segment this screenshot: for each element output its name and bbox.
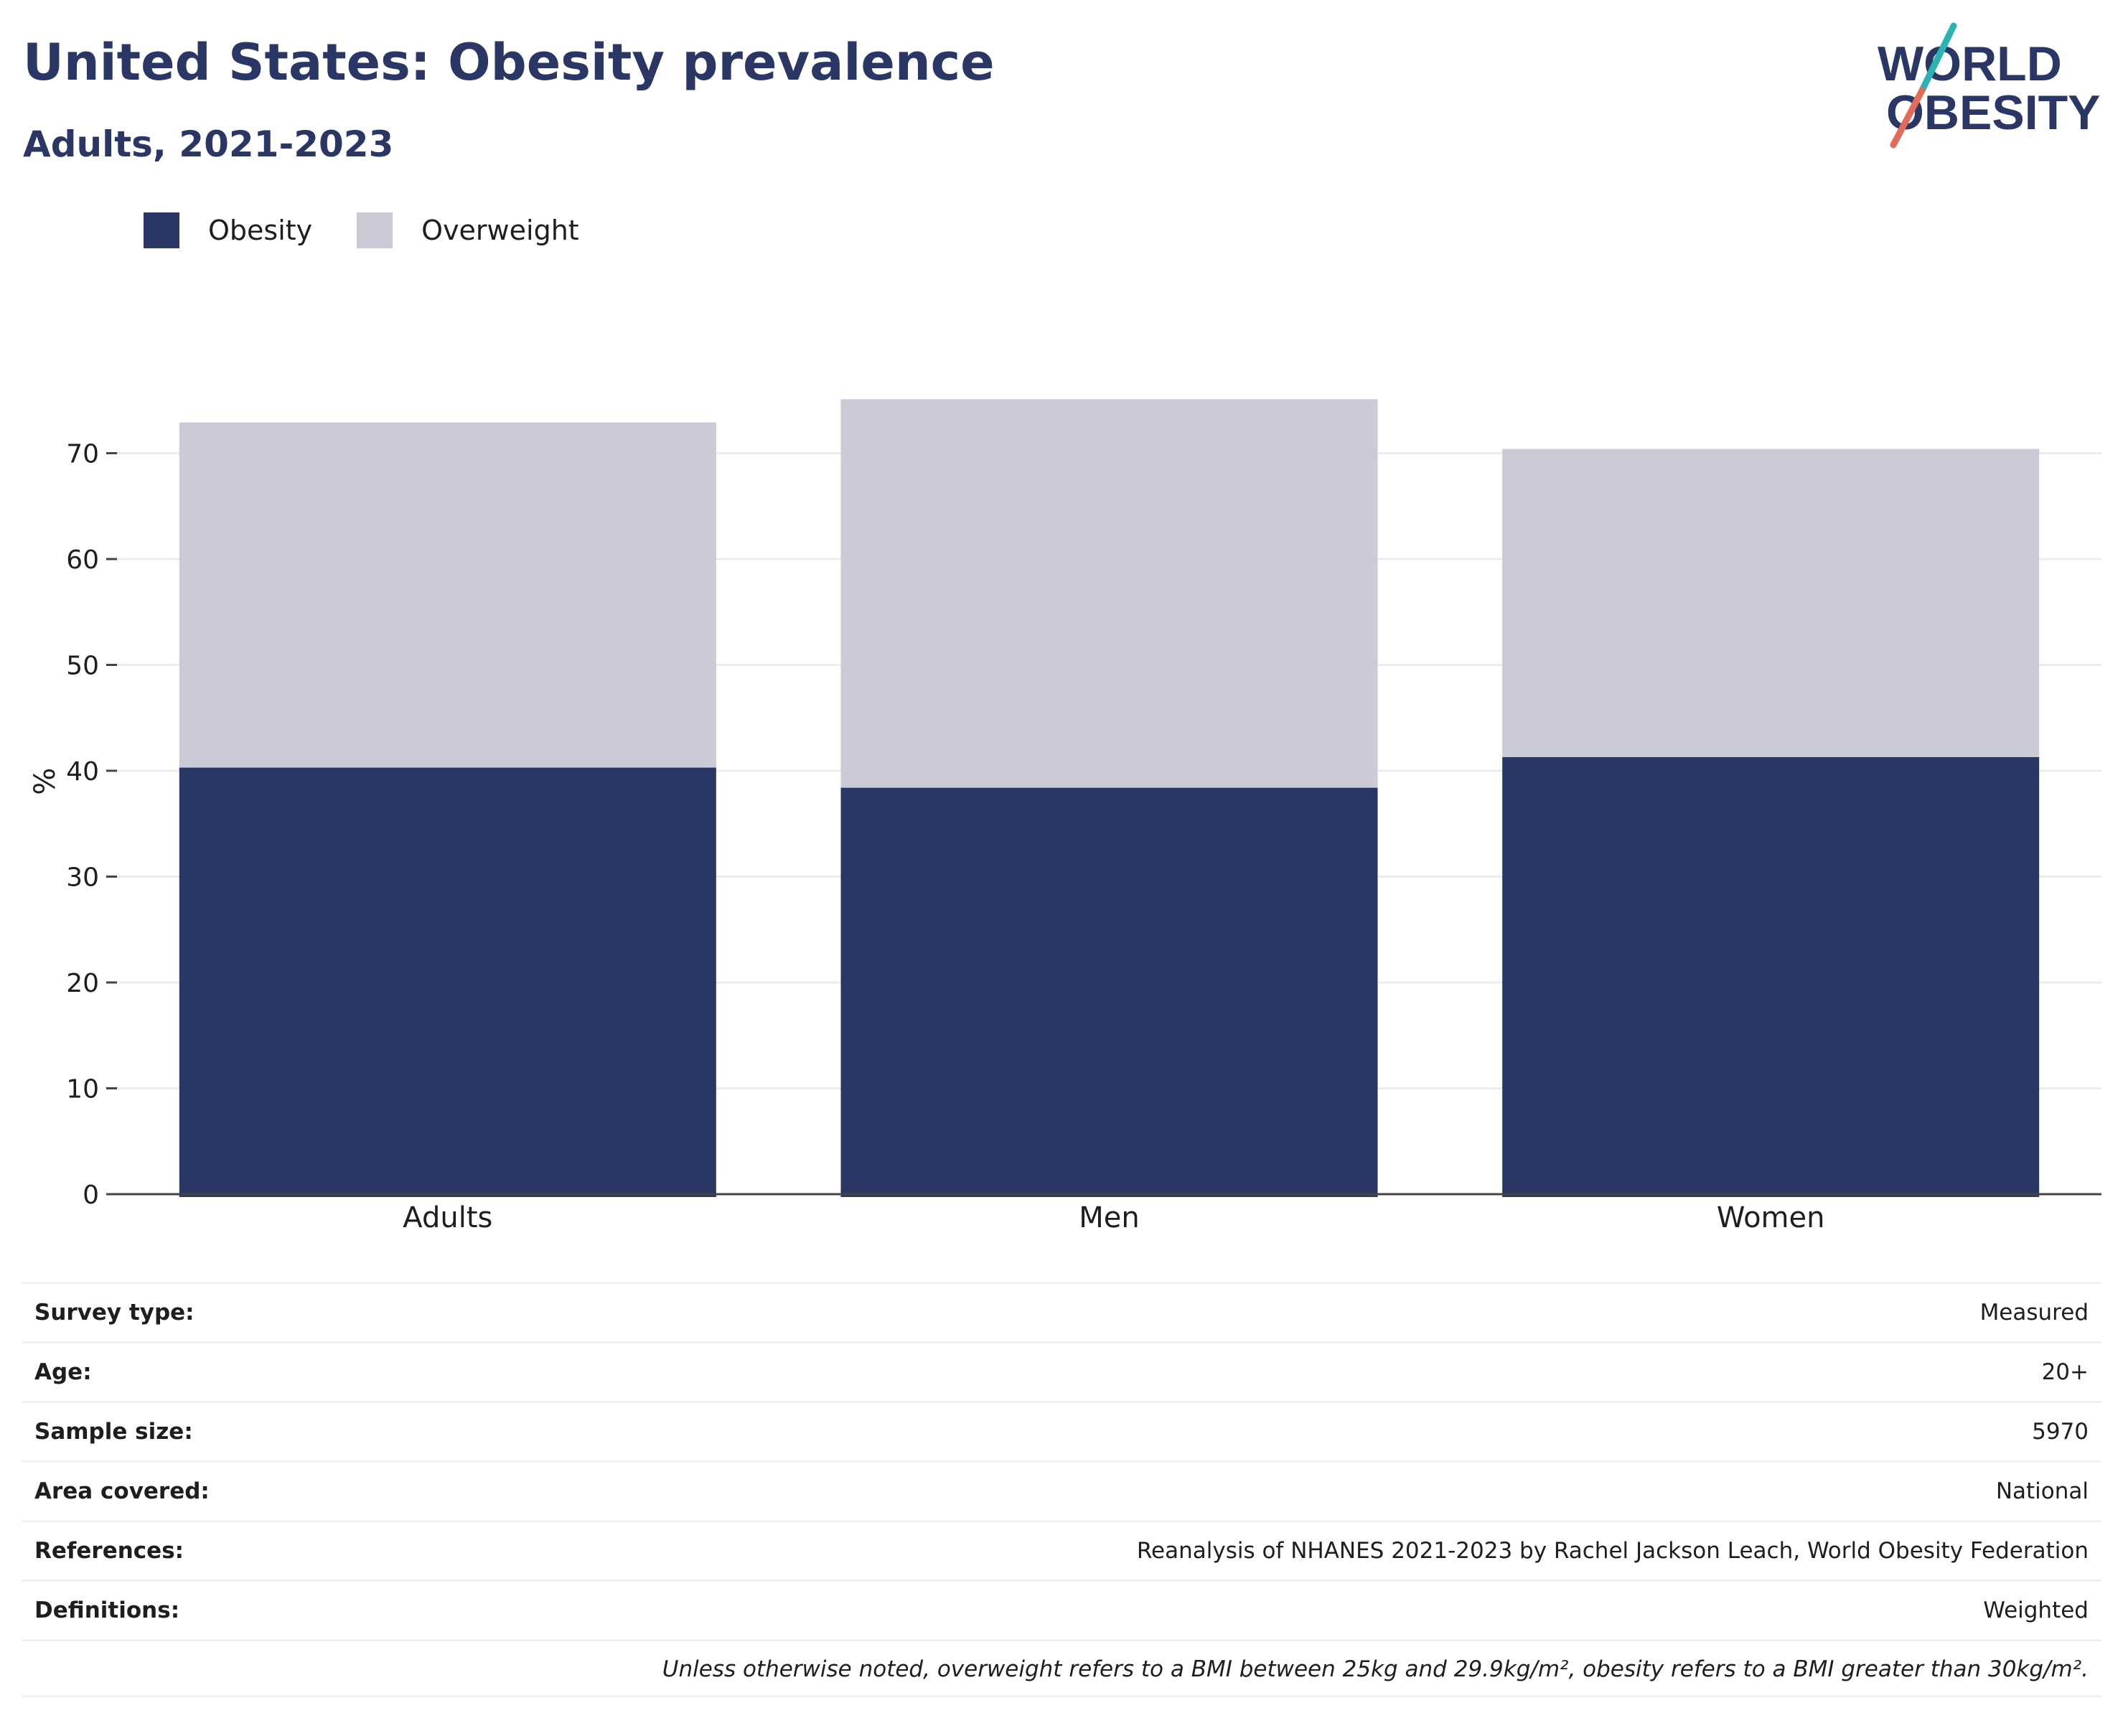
y-tick-label: 50 (66, 652, 99, 681)
x-tick-label: Men (1079, 1201, 1139, 1234)
y-axis-label: % (29, 768, 62, 795)
bar-overweight-men (840, 399, 1378, 788)
info-row-age: Age: 20+ (22, 1341, 2101, 1402)
info-label: Definitions: (22, 1580, 376, 1641)
logo-slash-teal (1918, 22, 1957, 94)
x-tick-label: Women (1717, 1201, 1825, 1234)
world-obesity-logo: WORLD OBESITY (1878, 22, 2101, 149)
info-label: Sample size: (22, 1401, 376, 1462)
chart-subtitle: Adults, 2021-2023 (23, 123, 394, 165)
info-row-sample-size: Sample size: 5970 (22, 1401, 2101, 1462)
chart-title: United States: Obesity prevalence (23, 33, 995, 92)
stacked-bar-chart: 0 10 20 30 40 50 60 70% Adults Men Women (29, 399, 2101, 1234)
info-value: 20+ (375, 1341, 2101, 1402)
bar-obesity-adults (179, 767, 716, 1197)
y-tick-label: 60 (66, 545, 99, 575)
info-row-references: References: Reanalysis of NHANES 2021-20… (22, 1520, 2101, 1581)
info-value: Reanalysis of NHANES 2021-2023 by Rachel… (375, 1520, 2101, 1581)
info-label: References: (22, 1520, 376, 1581)
x-tick-label: Adults (403, 1201, 492, 1234)
bar-obesity-men (840, 787, 1378, 1197)
legend-swatch-obesity (144, 212, 179, 248)
bar-overweight-adults (179, 422, 716, 768)
info-label: Area covered: (22, 1460, 376, 1521)
legend-label-overweight: Overweight (421, 215, 579, 246)
legend-label-obesity: Obesity (208, 215, 313, 246)
legend-swatch-overweight (357, 212, 393, 248)
y-tick-label: 70 (66, 440, 99, 469)
bar-obesity-women (1502, 756, 2040, 1197)
logo-slash-coral (1890, 87, 1926, 149)
info-value: 5970 (375, 1401, 2101, 1462)
info-value: Weighted (375, 1580, 2101, 1641)
bar-overweight-women (1502, 449, 2040, 757)
y-tick-label: 20 (66, 969, 99, 998)
y-tick-label: 10 (66, 1075, 99, 1104)
info-label: Age: (22, 1341, 376, 1402)
y-tick-label: 0 (83, 1181, 99, 1210)
legend: Obesity Overweight (144, 212, 624, 248)
definitions-footnote: Unless otherwise noted, overweight refer… (22, 1641, 2101, 1697)
logo-word-world: WORLD (1878, 37, 2062, 91)
legend-item-obesity[interactable]: Obesity (144, 212, 312, 248)
info-row-area-covered: Area covered: National (22, 1460, 2101, 1521)
info-row-definitions: Definitions: Weighted (22, 1580, 2101, 1641)
y-tick-label: 30 (66, 863, 99, 893)
legend-item-overweight[interactable]: Overweight (357, 212, 579, 248)
survey-info-table: Survey type: Measured Age: 20+ Sample si… (22, 1282, 2101, 1641)
info-value: National (375, 1460, 2101, 1521)
info-value: Measured (375, 1282, 2101, 1343)
info-row-survey-type: Survey type: Measured (22, 1282, 2101, 1343)
info-label: Survey type: (22, 1282, 376, 1343)
y-tick-label: 40 (66, 757, 99, 787)
